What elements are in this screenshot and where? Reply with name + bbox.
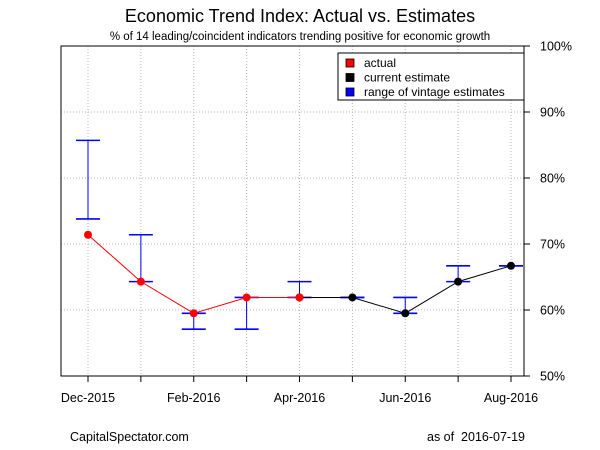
x-tick-label: Apr-2016 (274, 391, 325, 405)
x-tick-label: Dec-2015 (61, 391, 115, 405)
actual-point (136, 277, 145, 286)
actual-point (189, 309, 198, 318)
as-of-label: as of 2016-07-19 (427, 430, 525, 444)
actual-point (295, 293, 304, 302)
source-label: CapitalSpectator.com (70, 430, 189, 444)
y-tick-label: 50% (540, 370, 565, 384)
estimate-point (401, 309, 410, 318)
estimate-point (507, 261, 515, 270)
chart-title: Economic Trend Index: Actual vs. Estimat… (124, 6, 476, 26)
legend-box (337, 52, 525, 101)
legend-label: current estimate (364, 71, 450, 85)
y-tick-label: 80% (540, 172, 565, 186)
x-tick-label: Feb-2016 (167, 391, 221, 405)
legend-swatch (345, 87, 355, 97)
estimate-point (454, 277, 463, 286)
y-tick-label: 60% (540, 304, 565, 318)
legend-label: actual (364, 56, 396, 70)
chart-subtitle: % of 14 leading/coincident indicators tr… (109, 31, 491, 43)
plot-frame (60, 45, 525, 377)
x-tick-label: Jun-2016 (379, 391, 431, 405)
legend-swatch (345, 58, 355, 68)
estimate-point (348, 293, 357, 302)
x-tick-label: Aug-2016 (484, 391, 538, 405)
y-tick-label: 90% (540, 106, 565, 120)
y-tick-label: 100% (540, 40, 572, 54)
y-tick-label: 70% (540, 238, 565, 252)
actual-point (84, 230, 92, 239)
legend-swatch (345, 73, 355, 82)
legend-label: range of vintage estimates (364, 85, 505, 99)
actual-point (242, 293, 251, 302)
